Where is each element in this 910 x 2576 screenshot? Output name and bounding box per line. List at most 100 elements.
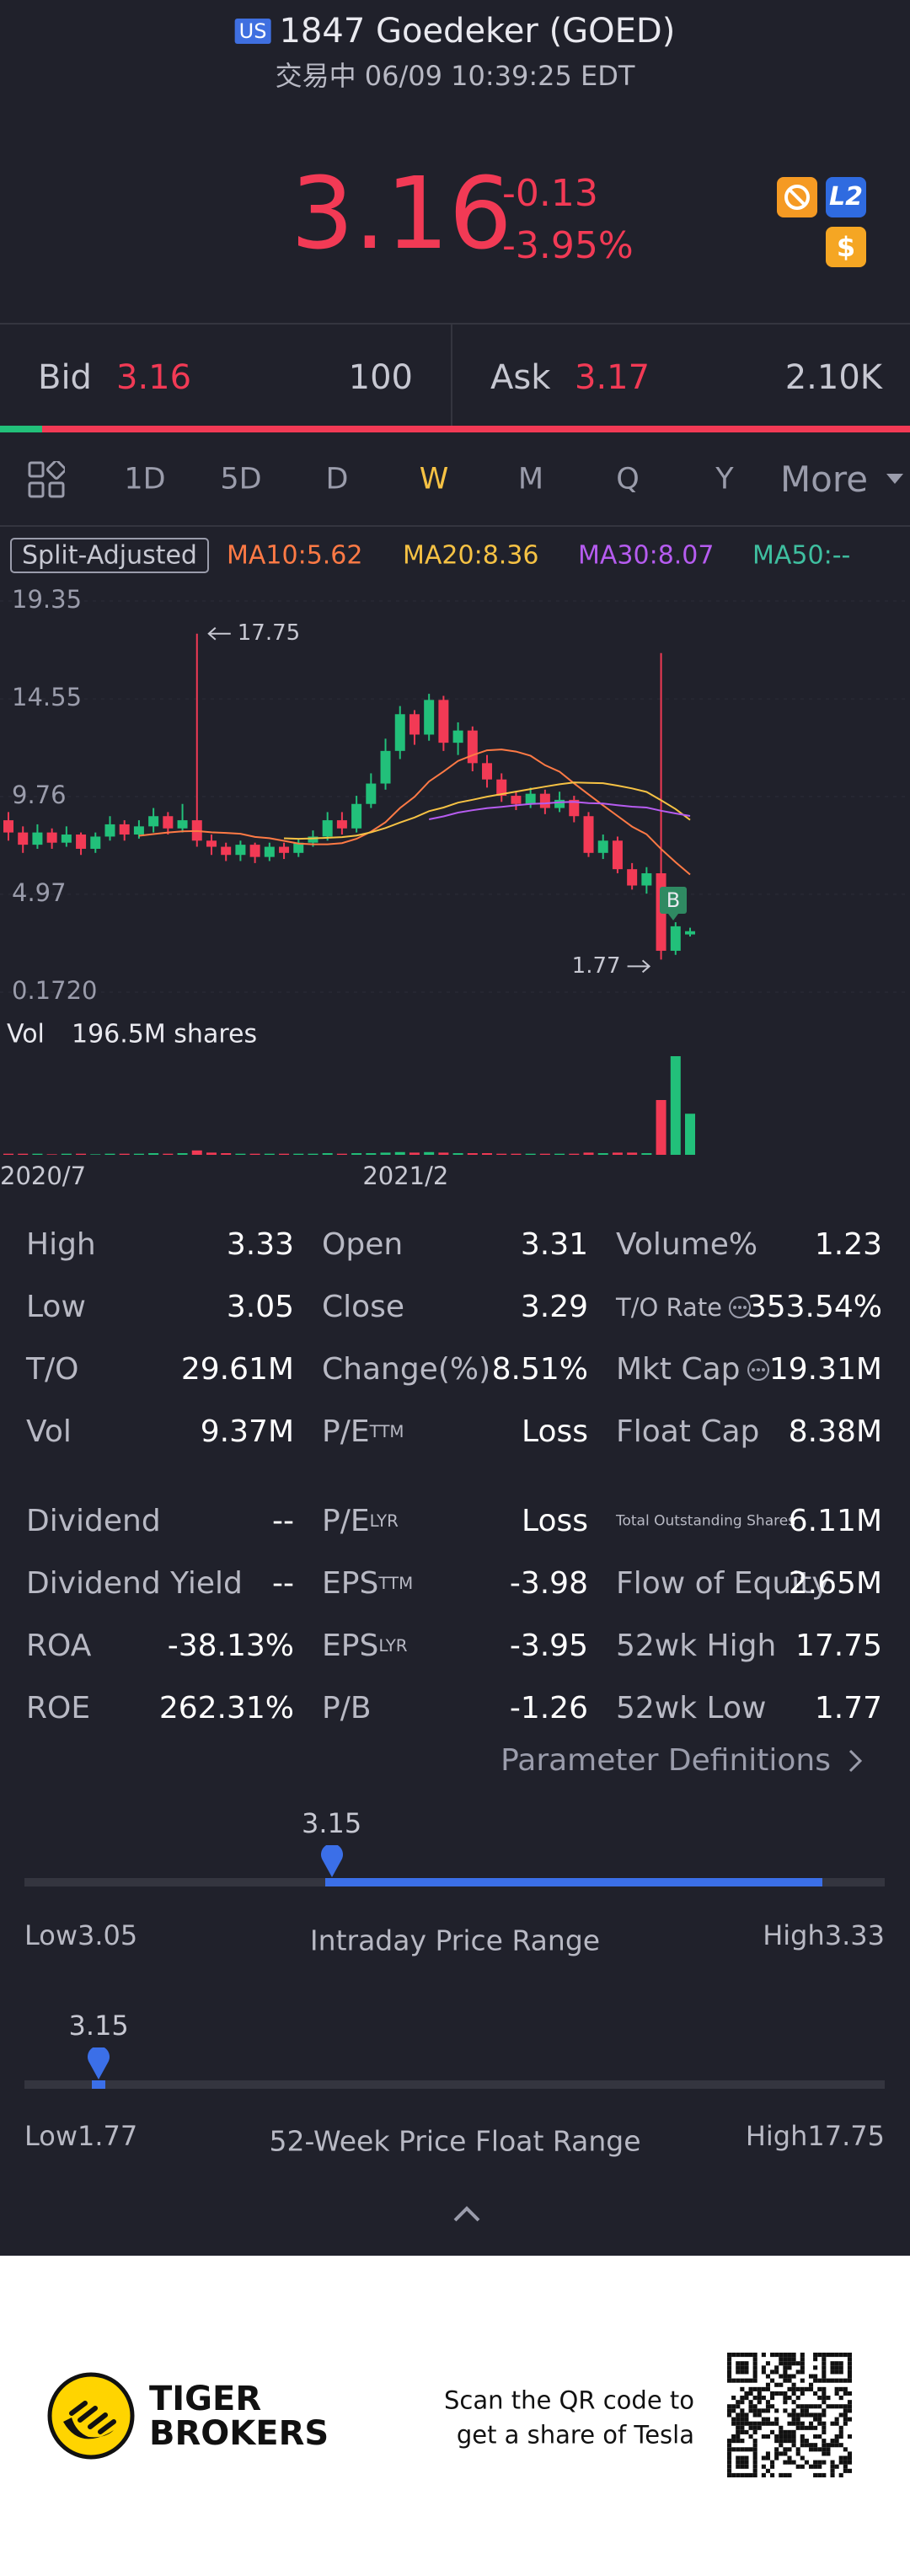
qr-module: [830, 2439, 835, 2444]
divider: [451, 325, 452, 427]
qr-module: [736, 2417, 741, 2422]
qr-module: [761, 2386, 766, 2391]
qr-module: [838, 2412, 843, 2418]
l2-badge[interactable]: L2: [826, 177, 866, 217]
qr-module: [740, 2369, 745, 2375]
stat-label: T/O: [26, 1355, 78, 1385]
volume-bar: [322, 1153, 333, 1155]
qr-module: [765, 2455, 771, 2461]
chevron-right[interactable]: [846, 1748, 864, 1774]
qr-module: [800, 2404, 805, 2409]
cash-badge[interactable]: $: [826, 227, 866, 267]
qr-module: [813, 2464, 818, 2469]
qr-module: [779, 2425, 784, 2430]
parameter-link[interactable]: Parameter Definitions: [500, 1743, 831, 1778]
qr-module: [795, 2464, 800, 2469]
stat-label: Float Cap: [616, 1417, 759, 1447]
stat-value: -3.95: [509, 1629, 588, 1663]
volume-value: 196.5M shares: [72, 1020, 257, 1049]
qr-module: [757, 2400, 762, 2405]
qr-module: [800, 2369, 805, 2375]
qr-module: [727, 2439, 732, 2444]
info-icon[interactable]: [746, 1357, 771, 1382]
period-tab[interactable]: Q: [616, 462, 640, 496]
qr-module: [847, 2417, 852, 2422]
qr-module: [774, 2447, 779, 2452]
period-tab[interactable]: D: [325, 462, 349, 496]
qr-module: [843, 2447, 848, 2452]
alert-icon[interactable]: [777, 177, 817, 217]
qr-module: [838, 2434, 843, 2439]
tiger-logo: [47, 2372, 135, 2460]
qr-module: [838, 2429, 843, 2434]
qr-module: [795, 2369, 800, 2375]
layout-icon[interactable]: [28, 461, 65, 498]
qr-module: [752, 2361, 757, 2366]
qr-module: [813, 2353, 818, 2358]
qr-module: [727, 2361, 732, 2366]
volume-bar: [61, 1153, 72, 1155]
qr-module: [740, 2421, 745, 2426]
candle-body: [177, 820, 188, 829]
qr-module: [731, 2421, 736, 2426]
candle-body: [119, 824, 130, 835]
qr-module: [731, 2439, 736, 2444]
qr-module: [727, 2460, 732, 2465]
qr-module: [731, 2396, 736, 2401]
volume-bar: [424, 1151, 435, 1155]
qr-module: [757, 2391, 762, 2396]
qr-module: [736, 2421, 741, 2426]
brand-line2: BROKERS: [149, 2414, 329, 2453]
candle-body: [18, 832, 29, 845]
period-tab[interactable]: M: [517, 462, 544, 496]
qr-module: [761, 2365, 766, 2370]
period-tab[interactable]: Y: [715, 462, 734, 496]
period-tab[interactable]: 5D: [220, 462, 262, 496]
qr-module: [783, 2439, 788, 2444]
qr-module: [752, 2460, 757, 2465]
qr-module: [744, 2447, 749, 2452]
qr-module: [787, 2455, 792, 2461]
volume-bar: [627, 1152, 638, 1155]
qr-module: [800, 2365, 805, 2370]
qr-module: [770, 2369, 775, 2375]
qr-module: [752, 2396, 757, 2401]
qr-module: [843, 2391, 848, 2396]
brand-line1: TIGER: [149, 2380, 262, 2418]
qr-module: [822, 2443, 827, 2448]
period-tab[interactable]: 1D: [124, 462, 166, 496]
period-tab[interactable]: More: [779, 459, 869, 500]
qr-module: [787, 2447, 792, 2452]
info-icon[interactable]: [727, 1295, 752, 1320]
volume-bar: [380, 1152, 391, 1155]
qr-module: [736, 2472, 741, 2477]
qr-module: [843, 2404, 848, 2409]
qr-module: [800, 2425, 805, 2430]
period-tab[interactable]: W: [419, 462, 449, 496]
candle-body: [351, 803, 362, 829]
qr-module: [830, 2378, 835, 2383]
qr-module: [744, 2421, 749, 2426]
qr-module: [804, 2404, 809, 2409]
candle-body: [133, 826, 144, 835]
qr-module: [822, 2357, 827, 2362]
qr-module: [740, 2386, 745, 2391]
qr-module: [808, 2447, 814, 2452]
qr-module: [752, 2421, 757, 2426]
stat-value: 8.38M: [788, 1414, 882, 1449]
volume-bar: [641, 1153, 652, 1155]
collapse-chevron[interactable]: [452, 2203, 482, 2224]
qr-module: [838, 2404, 843, 2409]
qr-module: [822, 2408, 827, 2413]
qr-module: [847, 2353, 852, 2358]
stat-label-text: Flow of Equity: [616, 1566, 830, 1601]
qr-module: [834, 2369, 839, 2375]
qr-module: [813, 2447, 818, 2452]
qr-module: [822, 2396, 827, 2401]
info-dot: [751, 1368, 755, 1371]
qr-module: [783, 2391, 788, 2396]
qr-module: [748, 2386, 753, 2391]
candle-body: [467, 730, 478, 764]
qr-module: [838, 2443, 843, 2448]
more-caret[interactable]: [886, 474, 903, 486]
